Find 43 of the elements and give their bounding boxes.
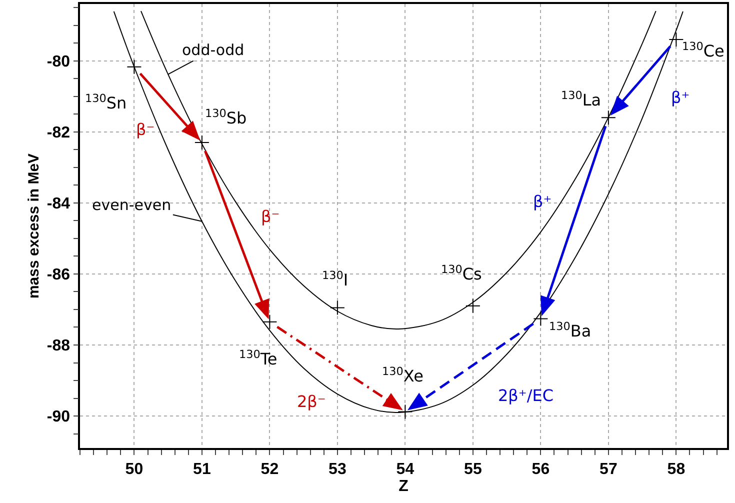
annotation: $^{130}$Cs (441, 263, 482, 284)
annotation: 2β⁺/EC (498, 386, 554, 405)
annotation: $^{130}$Xe (382, 365, 424, 386)
annotation: $^{130}$Sb (205, 107, 247, 128)
x-tick-label: 54 (396, 460, 414, 478)
annotation: 2β⁻ (297, 392, 326, 411)
point (126, 59, 142, 74)
x-tick-label: 56 (532, 460, 550, 478)
x-tick-label: 57 (600, 460, 618, 478)
annotation: $^{130}$Ce (682, 40, 724, 61)
x-tick-label: 51 (193, 460, 211, 478)
annotation: β⁺ (671, 88, 690, 107)
series-label: odd-odd (182, 41, 244, 59)
annotation: $^{130}$I (322, 269, 348, 290)
annotation: $^{130}$Te (239, 348, 278, 369)
y-tick-label: -88 (46, 338, 70, 355)
point (668, 32, 684, 48)
y-tick-label: -90 (46, 408, 70, 426)
point (398, 404, 413, 420)
point (194, 135, 210, 150)
x-tick-label: 55 (464, 460, 482, 478)
x-axis-title: Z (398, 478, 409, 495)
point (262, 314, 278, 330)
annotation: $^{130}$La (561, 89, 602, 110)
annotation: β⁻ (261, 207, 280, 226)
x-tick-label: 50 (125, 460, 144, 478)
y-tick-label: -84 (46, 196, 70, 213)
x-tick-label: 53 (328, 460, 346, 478)
annotation: $^{130}$Ba (549, 320, 592, 341)
y-axis-title: mass excess in MeV (26, 153, 43, 299)
point (465, 298, 480, 314)
y-tick-label: -82 (46, 124, 70, 142)
annotation: β⁻ (136, 120, 155, 139)
annotation: β⁺ (533, 192, 552, 211)
x-tick-label: 52 (260, 460, 279, 478)
point (600, 110, 616, 126)
point (330, 300, 345, 316)
annotation: $^{130}$Sn (85, 92, 127, 113)
y-tick-label: -86 (46, 266, 70, 284)
point (533, 311, 548, 326)
y-tick-label: -80 (46, 53, 70, 70)
x-tick-label: 58 (667, 460, 686, 478)
series-label: even-even (92, 196, 172, 214)
